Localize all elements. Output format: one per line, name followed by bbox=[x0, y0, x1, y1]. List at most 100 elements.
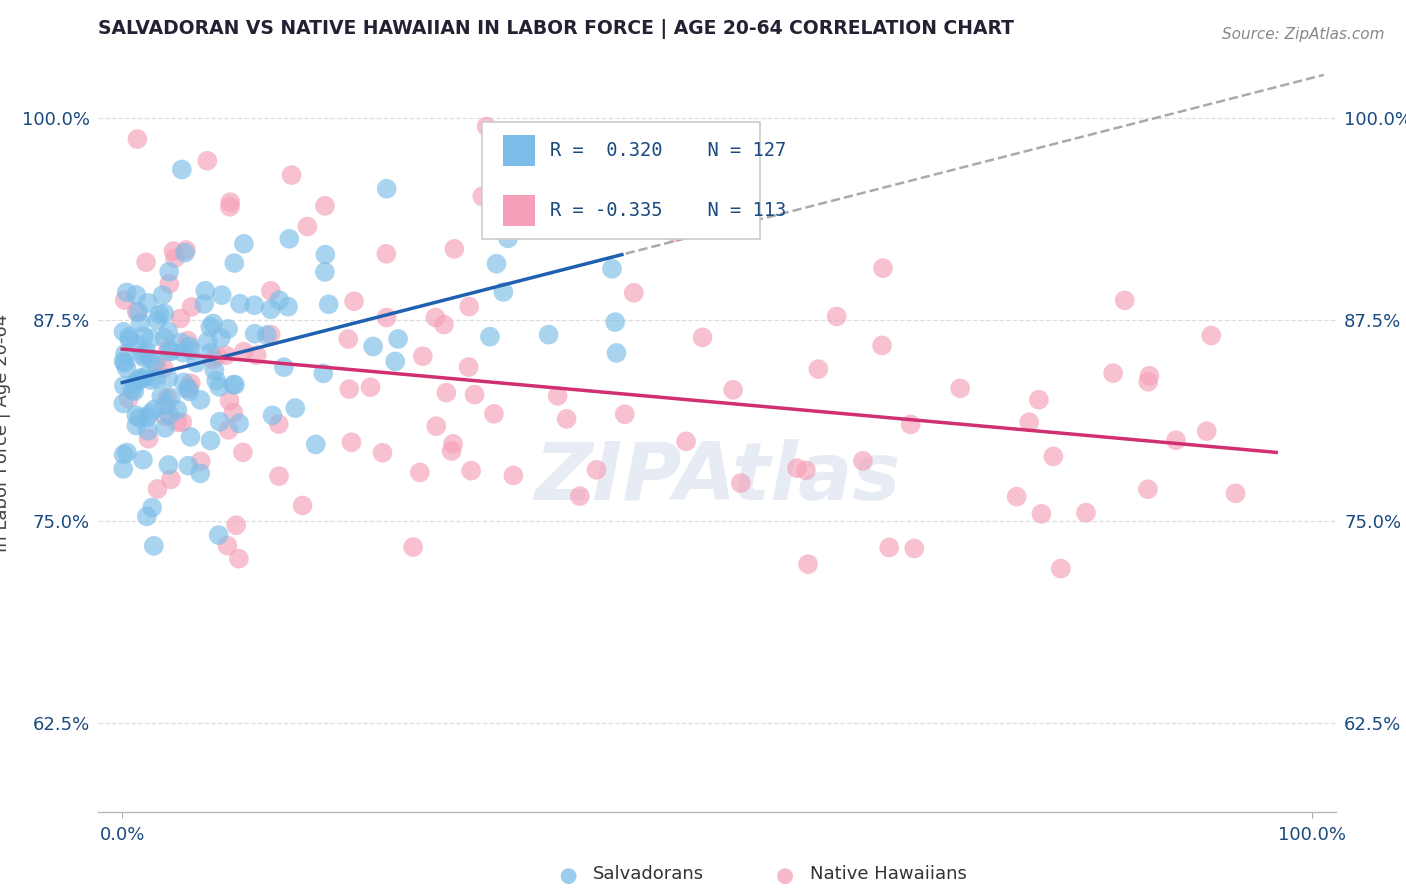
Point bbox=[136, 296, 159, 310]
Point bbox=[600, 261, 623, 276]
Point bbox=[1074, 506, 1097, 520]
Point bbox=[177, 381, 200, 395]
Point bbox=[160, 472, 183, 486]
Point bbox=[228, 417, 250, 431]
Point bbox=[131, 371, 153, 385]
Point bbox=[169, 311, 191, 326]
Point bbox=[1136, 482, 1159, 496]
Point bbox=[443, 242, 465, 256]
Point bbox=[112, 354, 135, 368]
Point bbox=[176, 382, 198, 396]
Point bbox=[605, 315, 627, 329]
Point bbox=[1164, 434, 1187, 448]
Point bbox=[409, 466, 432, 480]
Text: R = -0.335    N = 113: R = -0.335 N = 113 bbox=[550, 201, 786, 220]
Point bbox=[174, 245, 197, 260]
Point bbox=[157, 325, 180, 339]
Point bbox=[1137, 375, 1160, 389]
Point bbox=[177, 458, 200, 473]
Point bbox=[1195, 424, 1218, 438]
Point bbox=[903, 541, 925, 556]
Point bbox=[118, 392, 141, 406]
Point bbox=[180, 376, 202, 391]
Point bbox=[125, 409, 148, 423]
Point bbox=[471, 189, 494, 203]
Point bbox=[441, 437, 464, 451]
Point bbox=[132, 351, 155, 365]
Y-axis label: In Labor Force | Age 20-64: In Labor Force | Age 20-64 bbox=[0, 313, 11, 552]
Point bbox=[877, 541, 900, 555]
Point bbox=[112, 378, 135, 392]
Point bbox=[136, 424, 159, 438]
Point bbox=[852, 454, 875, 468]
Point bbox=[146, 482, 169, 496]
Point bbox=[568, 489, 591, 503]
Point bbox=[457, 360, 479, 375]
Point bbox=[900, 417, 922, 432]
Point bbox=[142, 539, 165, 553]
Point bbox=[125, 374, 148, 388]
Point bbox=[225, 518, 247, 533]
Point bbox=[200, 319, 222, 334]
Point bbox=[343, 294, 366, 309]
Point bbox=[205, 374, 228, 388]
Point bbox=[186, 356, 208, 370]
Point bbox=[132, 452, 155, 467]
Point bbox=[135, 368, 157, 383]
Point bbox=[243, 298, 266, 312]
Point bbox=[160, 344, 183, 359]
Text: Source: ZipAtlas.com: Source: ZipAtlas.com bbox=[1222, 27, 1385, 42]
Point bbox=[219, 195, 242, 210]
Point bbox=[516, 149, 538, 163]
Point bbox=[180, 343, 202, 358]
Point bbox=[434, 385, 457, 400]
Point bbox=[228, 551, 250, 566]
Point bbox=[460, 464, 482, 478]
Point bbox=[387, 332, 409, 346]
Point bbox=[269, 293, 291, 307]
Point bbox=[280, 168, 302, 182]
Point bbox=[537, 327, 560, 342]
Point bbox=[153, 421, 176, 435]
Point bbox=[143, 356, 166, 370]
Point bbox=[207, 528, 229, 542]
Point bbox=[260, 302, 283, 317]
Point bbox=[121, 383, 143, 397]
Point bbox=[200, 345, 222, 359]
Point bbox=[136, 410, 159, 425]
Point bbox=[256, 328, 278, 343]
Point bbox=[112, 462, 135, 476]
Point bbox=[156, 342, 179, 356]
Point bbox=[180, 430, 202, 444]
Point bbox=[200, 434, 222, 448]
Point bbox=[623, 285, 645, 300]
Point bbox=[371, 446, 394, 460]
Point bbox=[211, 288, 233, 302]
Point bbox=[160, 391, 183, 405]
Point bbox=[675, 434, 697, 449]
Point bbox=[361, 339, 384, 353]
Point bbox=[127, 305, 149, 319]
Point bbox=[127, 132, 149, 146]
Point bbox=[129, 371, 152, 385]
Point bbox=[314, 265, 336, 279]
Point bbox=[218, 423, 240, 437]
Point bbox=[157, 277, 180, 291]
Point bbox=[141, 500, 163, 515]
Point bbox=[1031, 507, 1053, 521]
Point bbox=[482, 407, 505, 421]
Point bbox=[232, 236, 254, 251]
Point bbox=[115, 361, 138, 376]
Point bbox=[180, 300, 202, 314]
Point bbox=[664, 226, 686, 240]
Point bbox=[1114, 293, 1136, 308]
Point bbox=[492, 285, 515, 299]
Point bbox=[314, 247, 336, 261]
Point bbox=[794, 463, 817, 477]
Point bbox=[464, 387, 486, 401]
Point bbox=[208, 380, 231, 394]
Point bbox=[870, 338, 893, 352]
Point bbox=[114, 356, 136, 370]
Point bbox=[162, 244, 184, 259]
Point bbox=[124, 384, 146, 398]
